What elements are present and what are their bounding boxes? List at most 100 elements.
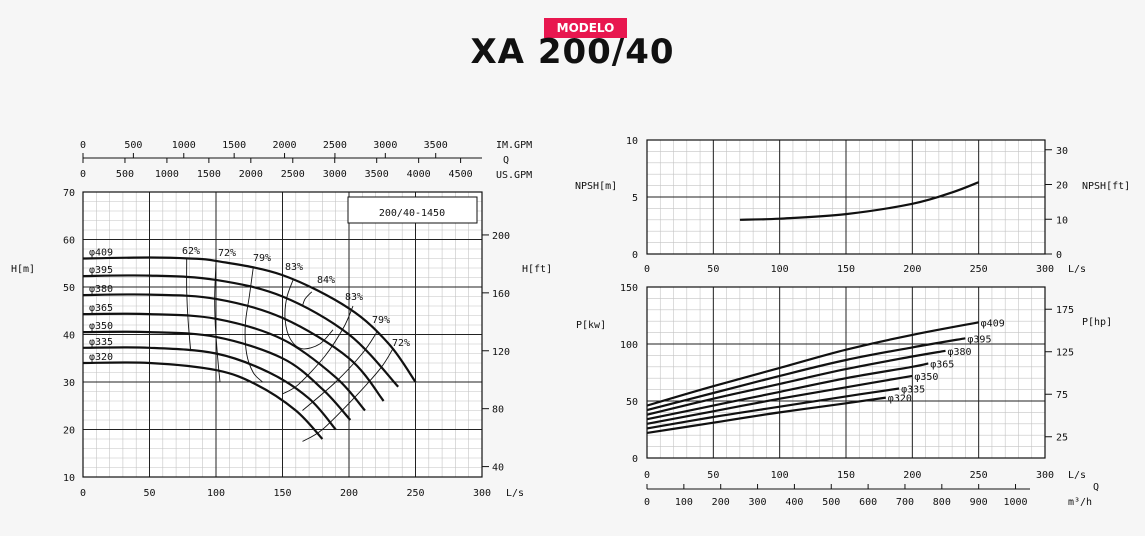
head-curve — [82, 361, 324, 440]
head-curve-label: φ335 — [89, 337, 113, 348]
usgpm-tick-label: 3500 — [365, 169, 389, 180]
head-curve — [82, 256, 417, 383]
usgpm-tick-label: 2500 — [281, 169, 305, 180]
efficiency-label: 72% — [218, 248, 236, 259]
m3h-tick-label: 900 — [970, 497, 988, 508]
npsh-y-tick-label: 5 — [632, 193, 638, 204]
efficiency-label: 79% — [372, 315, 390, 326]
imgpm-axis-label: IM.GPM — [496, 140, 532, 151]
efficiency-label: 83% — [345, 292, 363, 303]
head-x-tick-label: 100 — [207, 488, 225, 499]
usgpm-tick-label: 4500 — [449, 169, 473, 180]
npsh-y-axis-label: NPSH[m] — [575, 181, 617, 192]
imgpm-tick-label: 2500 — [323, 140, 347, 151]
m3h-tick-label: 600 — [859, 497, 877, 508]
power-curve-label: φ335 — [901, 384, 925, 395]
head-x-tick-label: 0 — [80, 488, 86, 499]
power-y-tick-label: 0 — [632, 454, 638, 465]
head-x-tick-label: 150 — [273, 488, 291, 499]
power-y-tick-label: 50 — [626, 397, 638, 408]
head-x-tick-label: 300 — [473, 488, 491, 499]
npsh-y2-tick-label: 30 — [1056, 146, 1068, 157]
head-curve-label: φ320 — [89, 352, 113, 363]
efficiency-curve — [302, 348, 394, 442]
m3h-tick-label: 800 — [933, 497, 951, 508]
npsh-frame — [646, 139, 1046, 255]
efficiency-label: 62% — [182, 246, 200, 257]
power-curve-label: φ350 — [914, 372, 938, 383]
head-curve — [82, 293, 385, 402]
power-curve — [646, 396, 886, 434]
power-y2-tick-label: 25 — [1056, 433, 1068, 444]
head-y-axis-label: H[m] — [11, 264, 35, 275]
head-x-tick-label: 50 — [143, 488, 155, 499]
power-y2-axis-label: P[hp] — [1082, 317, 1112, 328]
power-q-label: Q — [1093, 482, 1099, 493]
top-q-label: Q — [503, 155, 509, 166]
power-x-tick-label: 50 — [707, 470, 719, 481]
head-y-tick-label: 20 — [63, 426, 75, 437]
npsh-x-tick-label: 100 — [771, 264, 789, 275]
power-x-axis-label: L/s — [1068, 470, 1086, 481]
head-curve-label: φ395 — [89, 265, 113, 276]
power-curve-label: φ395 — [967, 334, 991, 345]
efficiency-curve — [244, 267, 263, 383]
power-frame — [646, 286, 1046, 459]
efficiency-curve — [302, 291, 313, 307]
usgpm-axis-label: US.GPM — [496, 170, 532, 181]
npsh-x-axis-label: L/s — [1068, 264, 1086, 275]
head-y2-tick-label: 40 — [492, 463, 504, 474]
power-y-tick-label: 100 — [620, 340, 638, 351]
power-y2-tick-label: 75 — [1056, 390, 1068, 401]
power-y-tick-label: 150 — [620, 283, 638, 294]
head-x-tick-label: 200 — [340, 488, 358, 499]
power-curve — [646, 387, 900, 430]
m3h-tick-label: 700 — [896, 497, 914, 508]
usgpm-tick-label: 4000 — [407, 169, 431, 180]
power-curve-label: φ380 — [948, 347, 972, 358]
efficiency-label: 84% — [317, 275, 335, 286]
efficiency-label: 72% — [392, 338, 410, 349]
npsh-y2-tick-label: 10 — [1056, 215, 1068, 226]
head-frame — [82, 191, 483, 478]
efficiency-curve — [282, 305, 354, 395]
npsh-x-tick-label: 50 — [707, 264, 719, 275]
efficiency-label: 79% — [253, 253, 271, 264]
head-curve — [82, 312, 366, 412]
power-curve — [646, 362, 929, 421]
npsh-x-tick-label: 150 — [837, 264, 855, 275]
npsh-y-tick-label: 0 — [632, 250, 638, 261]
m3h-tick-label: 100 — [675, 497, 693, 508]
npsh-x-tick-label: 0 — [644, 264, 650, 275]
head-curve — [82, 330, 352, 421]
imgpm-tick-label: 2000 — [272, 140, 296, 151]
power-curve — [646, 337, 966, 412]
usgpm-tick-label: 0 — [80, 169, 86, 180]
npsh-x-tick-label: 250 — [970, 264, 988, 275]
power-y-axis-label: P[kw] — [576, 320, 606, 331]
head-y2-tick-label: 80 — [492, 405, 504, 416]
power-curve — [646, 374, 913, 425]
power-x-tick-label: 200 — [903, 470, 921, 481]
head-y2-tick-label: 200 — [492, 231, 510, 242]
imgpm-tick-label: 500 — [124, 140, 142, 151]
efficiency-curve — [186, 258, 192, 352]
head-y-tick-label: 30 — [63, 378, 75, 389]
power-x-tick-label: 0 — [644, 470, 650, 481]
head-y2-tick-label: 160 — [492, 289, 510, 300]
imgpm-tick-label: 1000 — [172, 140, 196, 151]
m3h-tick-label: 0 — [644, 497, 650, 508]
imgpm-tick-label: 0 — [80, 140, 86, 151]
power-x-tick-label: 250 — [970, 470, 988, 481]
npsh-x-tick-label: 200 — [903, 264, 921, 275]
power-curve-label: φ409 — [981, 318, 1005, 329]
head-title-box — [347, 196, 478, 224]
head-y-tick-label: 70 — [63, 188, 75, 199]
head-y2-tick-label: 120 — [492, 347, 510, 358]
npsh-y-tick-label: 10 — [626, 136, 638, 147]
head-x-axis-label: L/s — [506, 488, 524, 499]
power-x-tick-label: 150 — [837, 470, 855, 481]
power-y2-tick-label: 125 — [1056, 348, 1074, 359]
power-curve — [646, 349, 946, 416]
